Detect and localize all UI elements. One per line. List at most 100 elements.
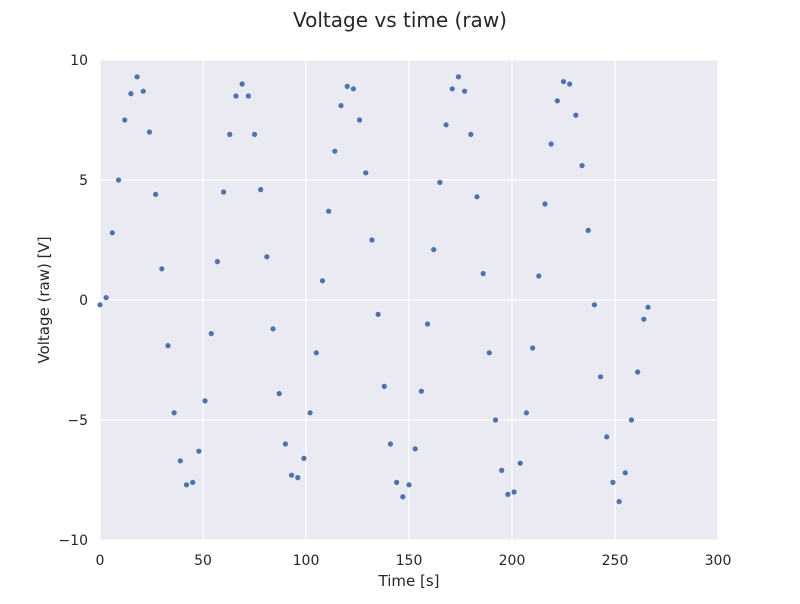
point [381, 383, 387, 389]
point [400, 494, 406, 500]
point [387, 441, 394, 447]
point [449, 86, 455, 92]
point [597, 374, 604, 380]
point [394, 479, 400, 485]
point [251, 131, 258, 137]
point [171, 410, 177, 416]
y-tick-label: −5 [67, 413, 88, 429]
y-tick-label: 0 [79, 293, 88, 309]
points [97, 74, 651, 505]
point [282, 441, 288, 447]
point [301, 455, 307, 461]
y-axis-label: Voltage (raw) [V] [35, 236, 53, 363]
point [431, 247, 437, 253]
point [319, 278, 326, 284]
x-tick-label: 200 [499, 553, 526, 569]
point [412, 446, 418, 452]
point [505, 491, 511, 497]
point [499, 467, 505, 473]
y-tick-label: −10 [58, 533, 88, 549]
x-axis-label: Time [s] [378, 572, 440, 590]
point [338, 103, 344, 109]
point [486, 350, 492, 356]
point [363, 170, 369, 176]
point [295, 475, 301, 481]
point [128, 91, 134, 97]
grid [99, 59, 719, 541]
point [115, 177, 122, 183]
point [641, 316, 647, 322]
point [356, 117, 363, 123]
point [239, 81, 245, 87]
point [511, 489, 517, 495]
point [264, 254, 270, 260]
point [103, 295, 109, 301]
point [548, 141, 554, 147]
point [536, 273, 542, 279]
point [610, 479, 616, 485]
point [622, 470, 628, 476]
point [109, 230, 115, 236]
x-tick-label: 50 [194, 553, 212, 569]
x-tick-label: 250 [602, 553, 629, 569]
point [455, 74, 462, 80]
point [202, 398, 208, 404]
point [258, 187, 264, 193]
point [424, 321, 431, 327]
point [233, 93, 239, 99]
point [288, 472, 295, 478]
point [542, 201, 548, 207]
point [645, 304, 651, 310]
point [97, 302, 103, 308]
point [573, 112, 579, 118]
point [530, 345, 536, 351]
y-tick-label: 10 [70, 53, 88, 69]
point [567, 81, 573, 87]
point [190, 479, 196, 485]
point [208, 331, 214, 337]
point [165, 343, 171, 349]
point [375, 311, 381, 317]
point [140, 88, 146, 94]
point [227, 131, 233, 137]
point [369, 237, 375, 243]
point [270, 326, 276, 332]
point [134, 74, 140, 80]
point [177, 458, 183, 464]
point [591, 302, 598, 308]
point [585, 227, 591, 233]
point [146, 129, 153, 135]
point [406, 482, 412, 488]
point [523, 410, 530, 416]
point [276, 391, 282, 397]
point [332, 148, 338, 154]
point [517, 460, 523, 466]
point [474, 194, 480, 200]
point [183, 482, 190, 488]
point [554, 98, 560, 104]
point [221, 189, 227, 195]
point [307, 410, 313, 416]
point [462, 88, 468, 94]
x-tick-label: 0 [96, 553, 105, 569]
point [579, 163, 585, 169]
point [350, 86, 356, 92]
point [616, 499, 622, 505]
point [344, 83, 350, 89]
x-tick-label: 300 [705, 553, 732, 569]
point [159, 266, 165, 272]
point [418, 388, 424, 394]
point [326, 208, 332, 214]
point [214, 259, 221, 265]
point [635, 369, 641, 375]
y-tick-label: 5 [79, 173, 88, 189]
point [196, 448, 202, 454]
point [437, 179, 443, 185]
chart-title: Voltage vs time (raw) [293, 8, 507, 32]
point [468, 131, 474, 137]
point [122, 117, 128, 123]
point [480, 271, 486, 277]
point [245, 93, 251, 99]
point [628, 417, 635, 423]
